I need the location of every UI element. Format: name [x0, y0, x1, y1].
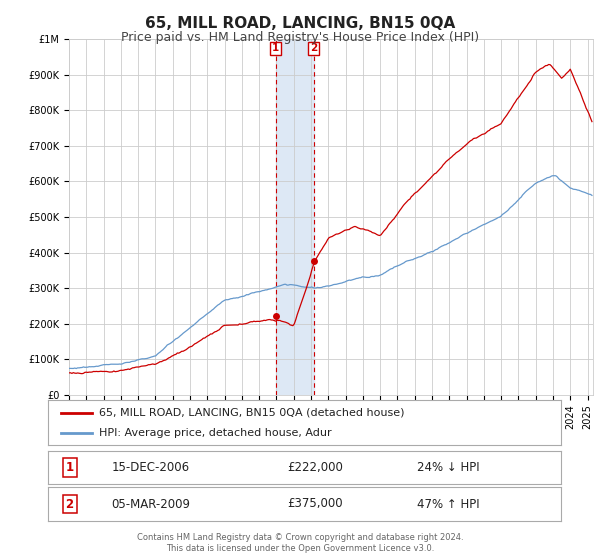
Text: 65, MILL ROAD, LANCING, BN15 0QA: 65, MILL ROAD, LANCING, BN15 0QA	[145, 16, 455, 31]
Text: £222,000: £222,000	[287, 461, 343, 474]
Text: Price paid vs. HM Land Registry's House Price Index (HPI): Price paid vs. HM Land Registry's House …	[121, 31, 479, 44]
Text: 05-MAR-2009: 05-MAR-2009	[111, 497, 190, 511]
Text: 24% ↓ HPI: 24% ↓ HPI	[417, 461, 479, 474]
Text: 2: 2	[310, 44, 317, 53]
Bar	[276, 39, 314, 395]
Text: 1: 1	[272, 44, 280, 53]
Text: 65, MILL ROAD, LANCING, BN15 0QA (detached house): 65, MILL ROAD, LANCING, BN15 0QA (detach…	[100, 408, 405, 418]
Text: Contains HM Land Registry data © Crown copyright and database right 2024.
This d: Contains HM Land Registry data © Crown c…	[137, 533, 463, 553]
Text: 47% ↑ HPI: 47% ↑ HPI	[417, 497, 479, 511]
Text: HPI: Average price, detached house, Adur: HPI: Average price, detached house, Adur	[100, 428, 332, 438]
Text: 15-DEC-2006: 15-DEC-2006	[112, 461, 190, 474]
Text: 2: 2	[65, 497, 74, 511]
Text: 1: 1	[65, 461, 74, 474]
Text: £375,000: £375,000	[287, 497, 343, 511]
